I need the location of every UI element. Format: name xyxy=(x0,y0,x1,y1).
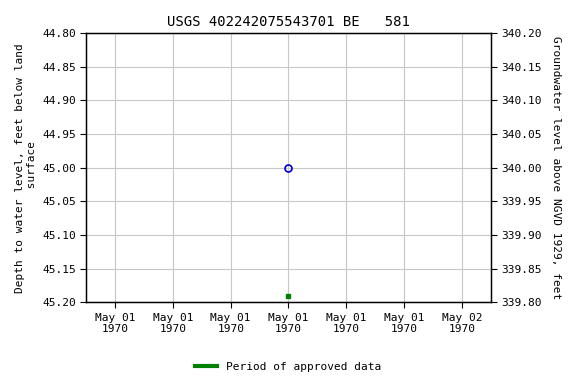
Y-axis label: Groundwater level above NGVD 1929, feet: Groundwater level above NGVD 1929, feet xyxy=(551,36,561,299)
Title: USGS 402242075543701 BE   581: USGS 402242075543701 BE 581 xyxy=(167,15,410,29)
Y-axis label: Depth to water level, feet below land
 surface: Depth to water level, feet below land su… xyxy=(15,43,37,293)
Legend: Period of approved data: Period of approved data xyxy=(191,358,385,377)
